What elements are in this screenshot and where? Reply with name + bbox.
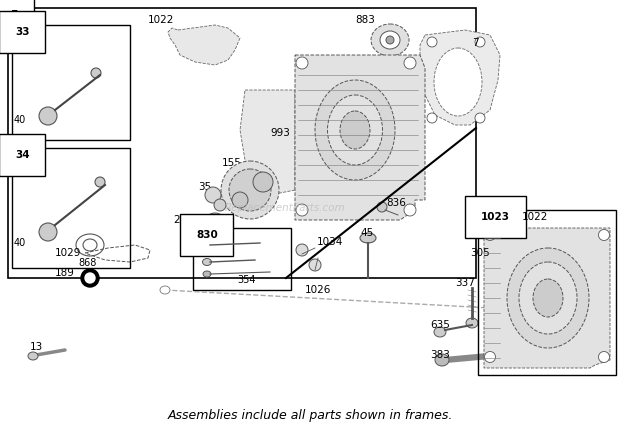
Ellipse shape	[507, 248, 589, 348]
Ellipse shape	[229, 169, 271, 211]
Text: 337: 337	[455, 278, 475, 288]
Bar	[193, 228, 291, 290]
Text: 1023: 1023	[481, 212, 510, 222]
Text: 383: 383	[430, 350, 450, 360]
Ellipse shape	[81, 269, 99, 287]
Ellipse shape	[434, 48, 482, 116]
Ellipse shape	[475, 37, 485, 47]
Ellipse shape	[203, 241, 211, 249]
Text: 35: 35	[198, 182, 211, 192]
Polygon shape	[484, 228, 610, 368]
Text: 635: 635	[430, 320, 450, 330]
Ellipse shape	[340, 111, 370, 149]
Ellipse shape	[533, 279, 563, 317]
Bar	[8, 8, 476, 278]
Text: 7: 7	[472, 38, 479, 48]
Ellipse shape	[39, 223, 57, 241]
Ellipse shape	[598, 229, 609, 241]
Polygon shape	[295, 55, 425, 220]
Text: ReplacementParts.com: ReplacementParts.com	[225, 202, 345, 213]
Text: Assemblies include all parts shown in frames.: Assemblies include all parts shown in fr…	[167, 408, 453, 422]
Ellipse shape	[296, 204, 308, 216]
Ellipse shape	[427, 37, 437, 47]
Ellipse shape	[360, 233, 376, 243]
Ellipse shape	[203, 271, 211, 277]
Text: 1022: 1022	[148, 15, 174, 25]
Ellipse shape	[435, 354, 449, 366]
Ellipse shape	[253, 172, 273, 192]
Text: 1026: 1026	[305, 285, 331, 295]
Ellipse shape	[327, 95, 383, 165]
Ellipse shape	[85, 273, 95, 283]
Text: 868: 868	[78, 258, 96, 268]
Ellipse shape	[404, 57, 416, 69]
Text: 40: 40	[14, 115, 26, 125]
Ellipse shape	[475, 113, 485, 123]
Ellipse shape	[484, 351, 495, 363]
Ellipse shape	[427, 113, 437, 123]
Ellipse shape	[39, 107, 57, 125]
Ellipse shape	[487, 254, 503, 270]
Ellipse shape	[296, 244, 308, 256]
Text: 883: 883	[355, 15, 375, 25]
Ellipse shape	[404, 204, 416, 216]
Ellipse shape	[598, 351, 609, 363]
Ellipse shape	[484, 229, 495, 241]
Ellipse shape	[205, 187, 221, 203]
Text: 305: 305	[470, 248, 490, 258]
Ellipse shape	[485, 304, 495, 312]
Text: 1029: 1029	[55, 248, 81, 258]
Text: 238: 238	[173, 215, 193, 225]
Ellipse shape	[386, 36, 394, 44]
Ellipse shape	[434, 327, 446, 337]
Ellipse shape	[371, 24, 409, 56]
Ellipse shape	[206, 213, 224, 227]
Text: 1022: 1022	[522, 212, 548, 222]
Text: 830: 830	[196, 230, 218, 240]
Ellipse shape	[91, 68, 101, 78]
Ellipse shape	[203, 259, 211, 265]
Text: 5: 5	[10, 10, 17, 20]
Text: 155: 155	[222, 158, 242, 168]
Ellipse shape	[380, 31, 400, 49]
Text: 40: 40	[14, 238, 26, 248]
Bar	[12, 25, 130, 140]
Polygon shape	[240, 90, 295, 195]
Ellipse shape	[519, 262, 577, 334]
Text: 34: 34	[15, 150, 30, 160]
Ellipse shape	[491, 258, 499, 266]
Text: 354: 354	[237, 275, 255, 285]
Ellipse shape	[95, 177, 105, 187]
Ellipse shape	[211, 217, 219, 223]
Polygon shape	[420, 30, 500, 125]
Bar	[478, 210, 616, 375]
Ellipse shape	[377, 202, 387, 212]
Text: 1034: 1034	[317, 237, 343, 247]
Text: 189: 189	[55, 268, 75, 278]
Bar	[12, 148, 130, 268]
Ellipse shape	[232, 192, 248, 208]
Ellipse shape	[315, 80, 395, 180]
Ellipse shape	[214, 199, 226, 211]
Text: 13: 13	[30, 342, 43, 352]
Ellipse shape	[28, 352, 38, 360]
Text: 45: 45	[360, 228, 373, 238]
Polygon shape	[168, 25, 240, 65]
Text: 836: 836	[386, 198, 406, 208]
Text: 33: 33	[15, 27, 30, 37]
Text: 993: 993	[270, 128, 290, 138]
Ellipse shape	[296, 57, 308, 69]
Ellipse shape	[160, 286, 170, 294]
Ellipse shape	[221, 161, 279, 219]
Ellipse shape	[309, 259, 321, 271]
Ellipse shape	[466, 318, 478, 328]
